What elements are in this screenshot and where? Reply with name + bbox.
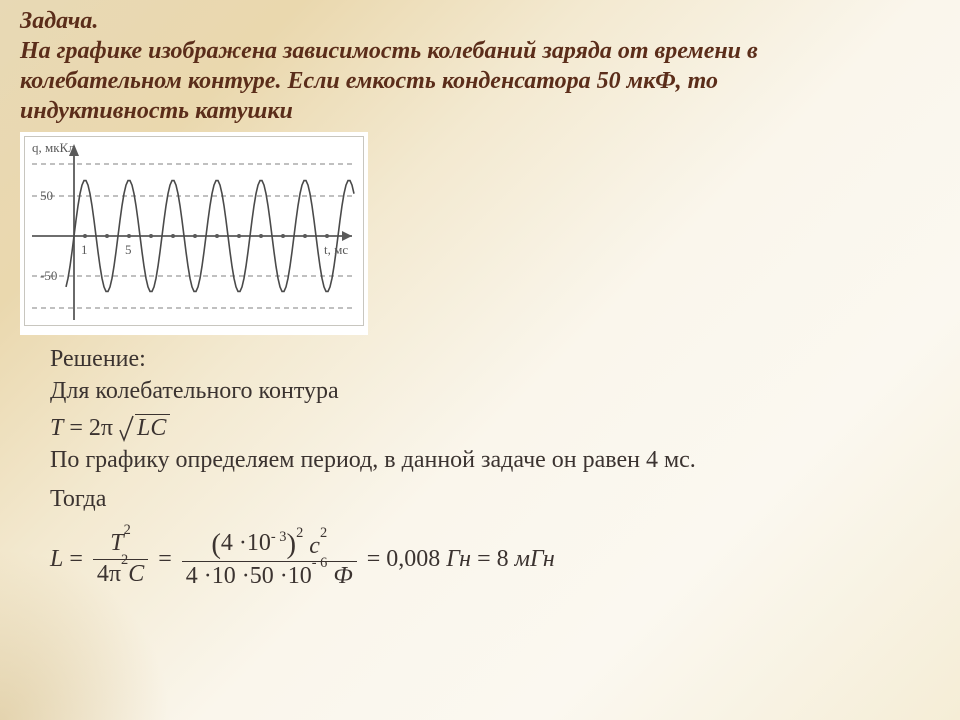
den-4pi-exp: 2 — [121, 552, 128, 568]
formula-inductance: L = T2 4π2C = (4 ·10- 3) 2 с2 — [50, 529, 940, 589]
result2: 8 — [497, 543, 509, 575]
radical-icon — [119, 414, 135, 442]
eq2: = — [158, 543, 172, 575]
var-T: T — [50, 412, 63, 444]
svg-text:t, мс: t, мс — [324, 242, 348, 257]
problem-line1: На графике изображена зависимость колеба… — [20, 36, 940, 66]
radicand: LC — [135, 414, 170, 441]
solution-line2: По графику определяем период, в данной з… — [50, 444, 940, 476]
chart-container: q, мкКл t, мс 50 -50 1 5 — [20, 132, 368, 335]
frac1-den: 4π2C — [93, 562, 148, 587]
two-pi: 2π — [89, 412, 113, 444]
problem-title: Задача. — [20, 6, 940, 36]
svg-text:50: 50 — [40, 188, 53, 203]
svg-text:-50: -50 — [40, 268, 57, 283]
eq: = — [69, 412, 83, 444]
sqrt: LC — [119, 414, 170, 442]
oscillation-chart: q, мкКл t, мс 50 -50 1 5 — [24, 136, 364, 326]
frac-numeric: (4 ·10- 3) 2 с2 4 ·10 ·50 ·10- 6 Ф — [182, 529, 357, 589]
num-T-exp: 2 — [124, 522, 131, 538]
eq4: = — [477, 543, 491, 575]
problem-statement: Задача. На графике изображена зависимост… — [20, 6, 940, 126]
eq1: = — [69, 543, 83, 575]
solution-line3: Тогда — [50, 483, 940, 515]
frac-T2-over-4pi2C: T2 4π2C — [93, 531, 148, 586]
solution-block: Решение: Для колебательного контура T = … — [20, 343, 940, 589]
frac2-den: 4 ·10 ·50 ·10- 6 Ф — [182, 564, 357, 589]
den-C: C — [128, 561, 144, 587]
num-outer-exp: 2 — [296, 525, 303, 541]
den-exp: - 6 — [312, 555, 328, 571]
num-inner: 4 ·10 — [221, 531, 271, 556]
svg-text:5: 5 — [125, 242, 132, 257]
solution-label: Решение: — [50, 343, 940, 375]
eq3: = — [367, 543, 381, 575]
svg-text:1: 1 — [81, 242, 88, 257]
num-c-exp: 2 — [320, 525, 327, 541]
problem-line3: индуктивность катушки — [20, 96, 940, 126]
unit1: Гн — [446, 543, 471, 575]
unit2: мГн — [515, 543, 555, 575]
den-4pi: 4π — [97, 561, 121, 587]
svg-text:q, мкКл: q, мкКл — [32, 140, 75, 155]
formula-period: T = 2π LC — [50, 412, 940, 444]
den-unit: Ф — [333, 563, 352, 589]
den-nums: 4 ·10 ·50 ·10 — [186, 563, 312, 589]
solution-line1: Для колебательного контура — [50, 375, 940, 407]
var-L: L — [50, 543, 63, 575]
problem-line2: колебательном контуре. Если емкость конд… — [20, 66, 940, 96]
result1: 0,008 — [386, 543, 440, 575]
